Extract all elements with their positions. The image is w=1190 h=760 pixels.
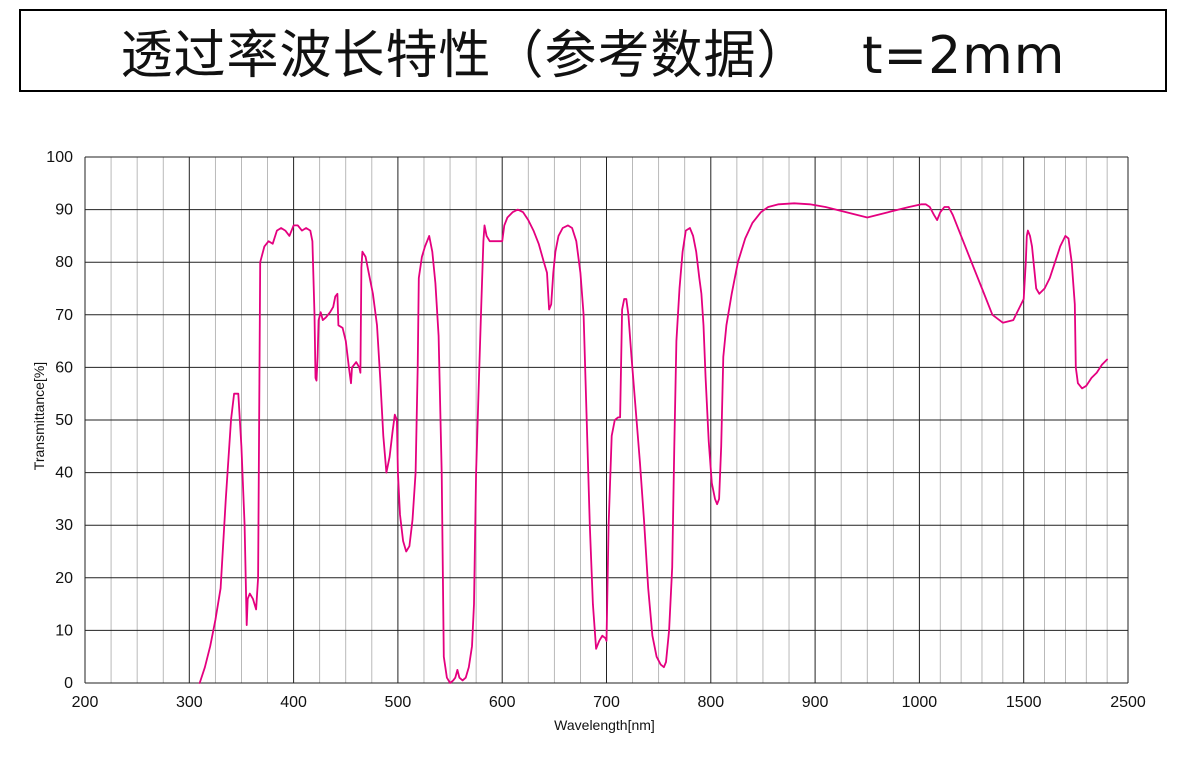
x-tick-label: 800 [697, 694, 724, 711]
y-tick-label: 0 [64, 675, 73, 692]
y-tick-label: 80 [55, 254, 73, 271]
x-tick-label: 1000 [902, 694, 938, 711]
y-tick-label: 60 [55, 359, 73, 376]
x-tick-label: 600 [489, 694, 516, 711]
y-axis-label: Transmittance[%] [31, 362, 47, 470]
chart-title-box: 透过率波长特性（参考数据） t=2mm [19, 9, 1167, 92]
chart-title: 透过率波长特性（参考数据） t=2mm [120, 26, 1066, 86]
x-tick-label: 900 [802, 694, 829, 711]
x-tick-label: 2500 [1110, 694, 1146, 711]
y-tick-label: 100 [46, 149, 73, 166]
x-tick-label: 1500 [1006, 694, 1042, 711]
x-tick-label: 700 [593, 694, 620, 711]
y-tick-label: 30 [55, 517, 73, 534]
transmittance-series-line [198, 202, 1108, 684]
x-tick-label: 200 [72, 694, 99, 711]
x-tick-label: 300 [176, 694, 203, 711]
y-tick-label: 90 [55, 202, 73, 219]
y-tick-label: 40 [55, 465, 73, 482]
x-tick-label: 500 [385, 694, 412, 711]
y-tick-label: 70 [55, 307, 73, 324]
x-tick-label: 400 [280, 694, 307, 711]
y-tick-label: 50 [55, 412, 73, 429]
y-tick-label: 10 [55, 622, 73, 639]
y-tick-label: 20 [55, 570, 73, 587]
x-axis-label: Wavelength[nm] [554, 717, 655, 733]
